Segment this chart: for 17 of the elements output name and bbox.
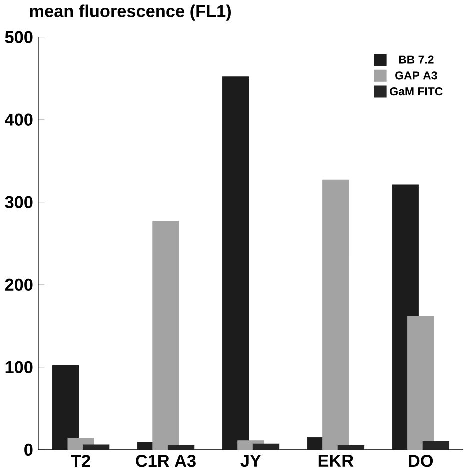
legend-label: GAP A3 (396, 72, 438, 80)
y-tick-label: 0 (24, 444, 33, 456)
bar (52, 365, 80, 450)
x-tick-label: T2 (71, 455, 91, 468)
x-tick-label: EKR (319, 455, 354, 467)
legend-label: BB 7.2 (400, 56, 434, 64)
chart-title: mean fluorescence (FL1) (30, 4, 232, 21)
x-tick-label: C1R A3 (136, 455, 196, 468)
legend-label: GaM FITC (390, 88, 444, 96)
y-tick-label: 500 (5, 31, 33, 44)
y-tick-label: 400 (5, 114, 33, 126)
y-tick-label: 300 (5, 196, 33, 208)
bar (222, 76, 250, 450)
y-tick-label: 100 (6, 361, 33, 374)
y-tick-label: 200 (6, 278, 33, 291)
x-tick-label: DO (409, 455, 434, 468)
x-tick-label: JY (240, 455, 262, 468)
